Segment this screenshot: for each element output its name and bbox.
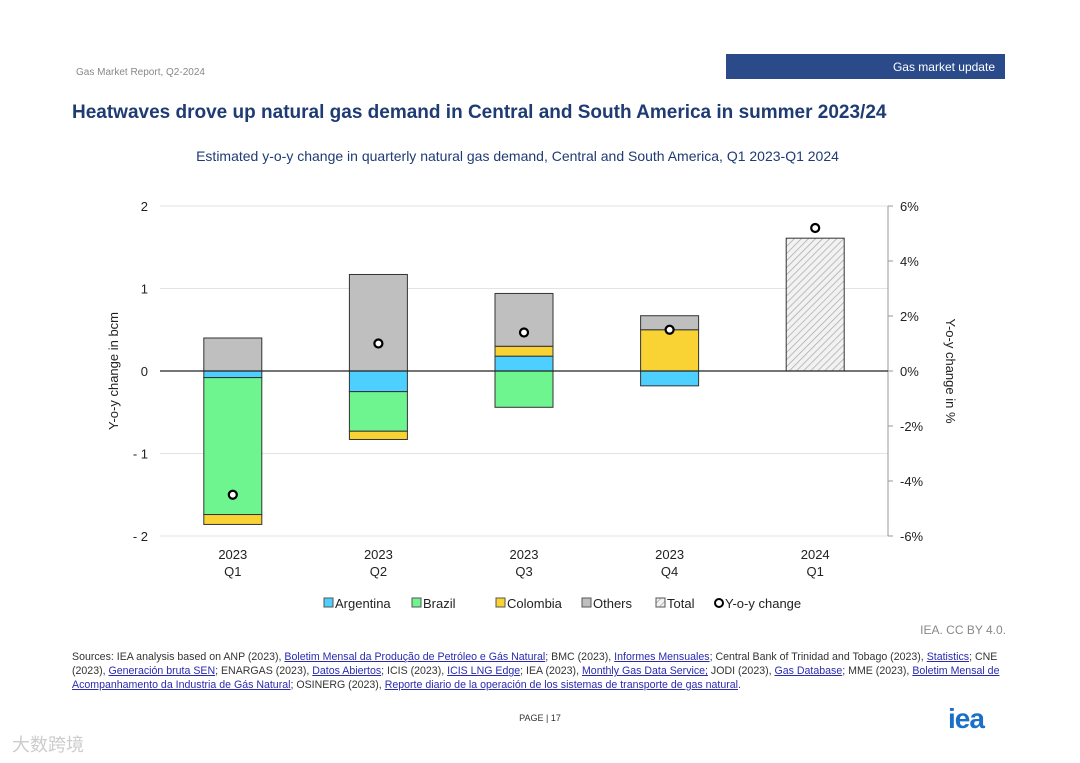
y-axis-label: Y-o-y change in bcm: [106, 312, 121, 430]
watermark: 大数跨境: [12, 735, 84, 755]
sources-text: ; BMC (2023),: [545, 651, 615, 663]
source-link[interactable]: ICIS LNG Edge: [447, 665, 521, 677]
source-link[interactable]: Boletim Mensal de Acompanhamento da Indu…: [72, 665, 1000, 691]
legend-marker-yoy: [714, 598, 724, 608]
legend-label: Others: [593, 596, 633, 611]
sources-text: .: [738, 679, 741, 691]
sources-text: Sources: IEA analysis based on ANP (2023…: [72, 651, 285, 663]
legend-swatch-total: [655, 597, 666, 608]
bar-others: [348, 273, 408, 372]
y2-tick-label: 4%: [900, 254, 919, 269]
bar-brazil: [348, 391, 408, 432]
sources-text: ; CNE (2023),: [72, 651, 998, 677]
y-tick-label: 1: [141, 282, 148, 297]
yoy-change-point: [373, 338, 384, 349]
x-tick-label: 2023: [364, 547, 393, 562]
source-link[interactable]: Datos Abiertos: [312, 665, 382, 677]
legend-swatch-others: [581, 597, 592, 608]
legend-label: Total: [667, 596, 695, 611]
sources-text: ; IEA (2023),: [520, 665, 582, 677]
x-tick-label: Q1: [807, 564, 824, 579]
bar-argentina: [494, 355, 554, 372]
bar-others: [494, 292, 554, 347]
y2-tick-label: 0%: [900, 364, 919, 379]
report-name: Gas Market Report, Q2-2024: [76, 67, 205, 78]
section-badge: Gas market update: [726, 54, 1005, 79]
y-tick-label: - 1: [133, 447, 148, 462]
bar-colombia: [203, 514, 263, 525]
source-link[interactable]: Statistics: [926, 651, 970, 663]
x-tick-label: 2024: [801, 547, 830, 562]
source-link[interactable]: Monthly Gas Data Service;: [581, 665, 708, 677]
x-tick-label: Q4: [661, 564, 678, 579]
legend-swatch-colombia: [495, 597, 506, 608]
iea-logo: iea: [948, 703, 985, 734]
bar-argentina: [203, 370, 263, 379]
y-tick-label: 2: [141, 199, 148, 214]
y-tick-label: 0: [141, 364, 148, 379]
legend-swatch-brazil: [411, 597, 422, 608]
source-link[interactable]: Informes Mensuales: [614, 651, 710, 663]
legend-label: Y-o-y change: [725, 596, 801, 611]
sources-text: ; Central Bank of Trinidad and Tobago (2…: [709, 651, 927, 663]
source-link[interactable]: Generación bruta SEN: [108, 665, 216, 677]
y2-axis-label: Y-o-y change in %: [943, 318, 958, 423]
bar-colombia: [640, 329, 700, 372]
bar-brazil: [494, 370, 554, 408]
y2-tick-label: 2%: [900, 309, 919, 324]
page-title: Heatwaves drove up natural gas demand in…: [72, 102, 887, 123]
credit: IEA. CC BY 4.0.: [920, 623, 1006, 637]
bar-argentina: [348, 370, 408, 393]
sources-text: ; OSINERG (2023),: [290, 679, 385, 691]
yoy-change-point: [664, 324, 675, 335]
yoy-change-point: [227, 489, 238, 500]
sources-text: ; ICIS (2023),: [381, 665, 448, 677]
bar-total: [785, 237, 845, 372]
yoy-change-point: [810, 222, 821, 234]
x-tick-label: Q2: [370, 564, 387, 579]
legend-label: Brazil: [423, 596, 456, 611]
y2-tick-label: -4%: [900, 474, 924, 489]
bar-colombia: [494, 345, 554, 357]
y-tick-label: - 2: [133, 529, 148, 544]
x-tick-label: Q3: [515, 564, 532, 579]
source-link[interactable]: Boletim Mensal da Produção de Petróleo e…: [284, 651, 546, 663]
x-tick-label: 2023: [510, 547, 539, 562]
source-link[interactable]: Gas Database: [774, 665, 843, 677]
bar-others: [203, 337, 263, 372]
yoy-change-point: [518, 327, 530, 338]
bar-colombia: [348, 430, 408, 440]
x-tick-label: Q1: [224, 564, 241, 579]
legend-label: Argentina: [335, 596, 391, 611]
y2-tick-label: 6%: [900, 199, 919, 214]
source-link[interactable]: Reporte diario de la operación de los si…: [384, 679, 739, 691]
page-number: PAGE | 17: [519, 713, 561, 723]
sources-text: ; MME (2023),: [842, 665, 913, 677]
sources-text: JODI (2023),: [707, 665, 775, 677]
legend-label: Colombia: [507, 596, 563, 611]
sources-text: ; ENARGAS (2023),: [215, 665, 313, 677]
x-tick-label: 2023: [655, 547, 684, 562]
legend-swatch-argentina: [323, 597, 334, 608]
bar-argentina: [640, 370, 700, 387]
x-tick-label: 2023: [218, 547, 247, 562]
chart-title: Estimated y-o-y change in quarterly natu…: [196, 148, 839, 164]
y2-tick-label: -2%: [900, 419, 924, 434]
y2-tick-label: -6%: [900, 529, 924, 544]
sources: Sources: IEA analysis based on ANP (2023…: [72, 650, 1012, 692]
chart: 2 1 0 - 1 - 2 6% 4% 2% 0% -2% -4% -6% Y-o-y change i…: [106, 199, 958, 611]
